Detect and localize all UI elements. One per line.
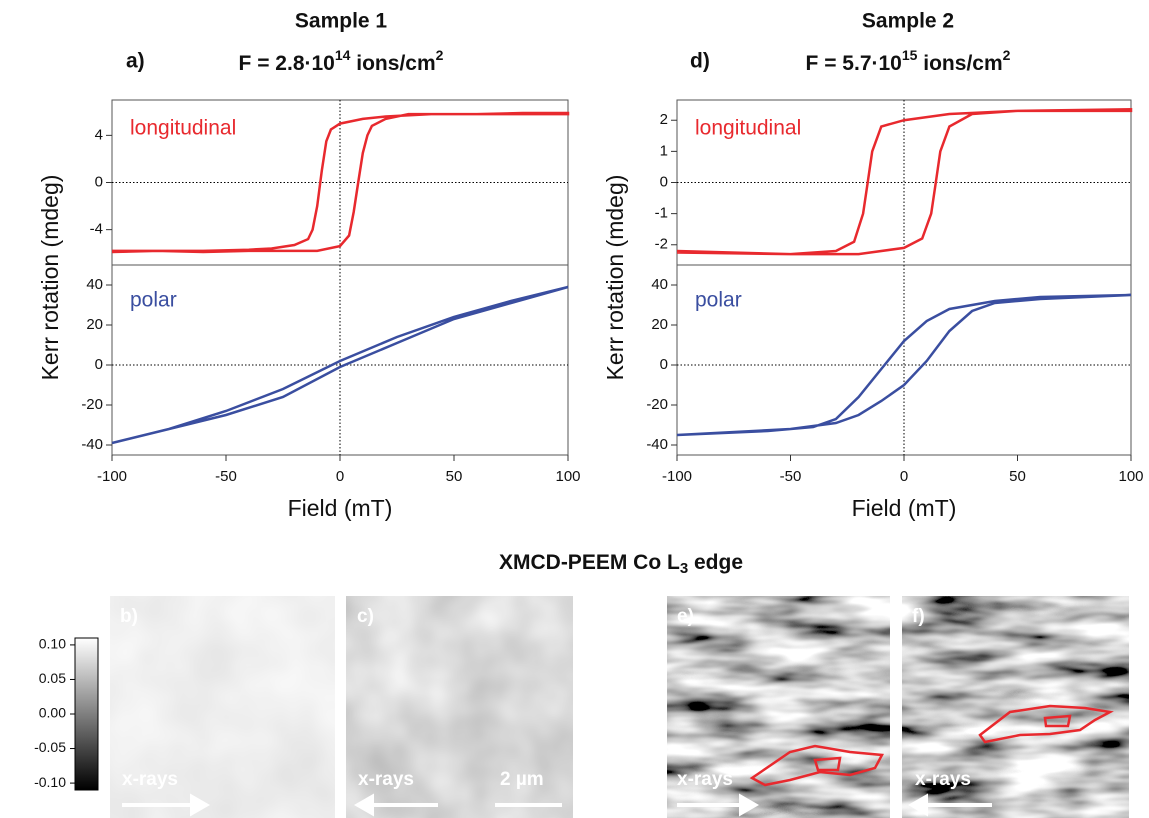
y-tick-label: 20 bbox=[651, 316, 668, 333]
panel-label: e) bbox=[677, 606, 694, 627]
y-tick-label: -40 bbox=[646, 436, 668, 453]
colorbar bbox=[74, 637, 99, 791]
scale-label: 2 µm bbox=[500, 769, 544, 790]
colorbar-label: -0.05 bbox=[34, 739, 66, 755]
domain-contour bbox=[978, 704, 1114, 744]
y-axis-label: Kerr rotation (mdeg) bbox=[37, 175, 63, 381]
beam-label: x-rays bbox=[915, 769, 971, 790]
panel-label: d) bbox=[690, 50, 710, 73]
domain-contour bbox=[749, 744, 884, 787]
y-tick-label: 2 bbox=[660, 111, 668, 128]
sample-title: Sample 1 bbox=[295, 10, 388, 33]
x-tick-label: -50 bbox=[215, 468, 237, 485]
beam-label: x-rays bbox=[122, 769, 178, 790]
x-axis-label: Field (mT) bbox=[852, 495, 957, 521]
y-tick-label: -4 bbox=[90, 221, 103, 238]
x-tick-label: -100 bbox=[97, 468, 127, 485]
arrow-head bbox=[739, 793, 760, 817]
y-tick-label: 40 bbox=[86, 276, 103, 293]
arrow-head bbox=[190, 793, 211, 817]
x-tick-label: 0 bbox=[900, 468, 908, 485]
sample-title: Sample 2 bbox=[862, 10, 954, 33]
peem-title: XMCD-PEEM Co L3 edge bbox=[499, 551, 743, 577]
x-tick-label: -100 bbox=[662, 468, 692, 485]
peem-image bbox=[110, 596, 335, 818]
peem-images: b) c) e) f) x-rays x-rays 2 µm x-rays x-… bbox=[74, 596, 1129, 818]
y-tick-label: -20 bbox=[81, 396, 103, 413]
y-tick-label: 20 bbox=[86, 316, 103, 333]
series-label: longitudinal bbox=[695, 117, 801, 140]
headers: Sample 1 Sample 2 a) d) F = 2.8·1014 ion… bbox=[126, 10, 1011, 577]
panel-label: a) bbox=[126, 50, 145, 73]
y-tick-label: -40 bbox=[81, 436, 103, 453]
y-axis-label: Kerr rotation (mdeg) bbox=[602, 175, 628, 381]
x-tick-label: 50 bbox=[1009, 468, 1026, 485]
loop-line bbox=[676, 293, 1132, 437]
loop-line bbox=[676, 108, 1133, 256]
x-tick-label: 100 bbox=[1118, 468, 1143, 485]
fluence: F = 2.8·1014 ions/cm2 bbox=[239, 47, 444, 75]
colorbar-label: 0.05 bbox=[39, 670, 66, 686]
series-label: polar bbox=[695, 289, 742, 312]
colorbar-label: 0.00 bbox=[39, 705, 66, 721]
x-tick-label: 50 bbox=[446, 468, 463, 485]
series-label: longitudinal bbox=[130, 117, 236, 140]
arrow-head bbox=[907, 793, 928, 817]
loop-line bbox=[111, 285, 569, 445]
y-tick-label: 0 bbox=[95, 356, 103, 373]
peem-image bbox=[346, 596, 573, 818]
y-tick-label: -1 bbox=[655, 205, 668, 222]
beam-label: x-rays bbox=[358, 769, 414, 790]
colorbar-label: -0.10 bbox=[34, 774, 66, 790]
x-tick-label: 100 bbox=[555, 468, 580, 485]
peem-image bbox=[667, 596, 890, 818]
fluence: F = 5.7·1015 ions/cm2 bbox=[806, 47, 1011, 75]
y-tick-label: 40 bbox=[651, 276, 668, 293]
panel-label: f) bbox=[912, 606, 925, 627]
y-tick-label: 1 bbox=[660, 142, 668, 159]
loop-line bbox=[111, 111, 570, 254]
y-tick-label: 4 bbox=[95, 126, 103, 143]
x-axis-label: Field (mT) bbox=[288, 495, 393, 521]
y-tick-label: -2 bbox=[655, 236, 668, 253]
series-label: polar bbox=[130, 289, 177, 312]
y-tick-label: 0 bbox=[660, 173, 668, 190]
panel-label: c) bbox=[357, 606, 374, 627]
panel-label: b) bbox=[120, 606, 138, 627]
arrow-head bbox=[353, 793, 374, 817]
y-tick-label: 0 bbox=[660, 356, 668, 373]
beam-label: x-rays bbox=[677, 769, 733, 790]
colorbar-label: 0.10 bbox=[39, 636, 66, 652]
y-tick-label: 0 bbox=[95, 173, 103, 190]
y-tick-label: -20 bbox=[646, 396, 668, 413]
x-tick-label: 0 bbox=[336, 468, 344, 485]
peem-image bbox=[902, 596, 1129, 818]
x-tick-label: -50 bbox=[780, 468, 802, 485]
